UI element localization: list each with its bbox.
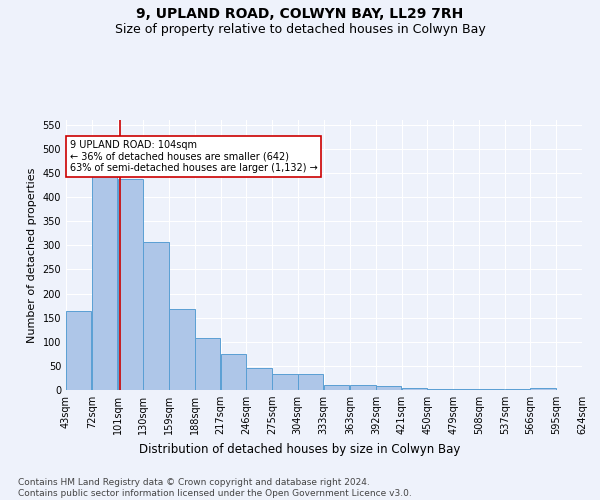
Text: Contains HM Land Registry data © Crown copyright and database right 2024.
Contai: Contains HM Land Registry data © Crown c… [18, 478, 412, 498]
Bar [118, 180, 143, 390]
Bar [66, 312, 91, 390]
Bar [505, 388, 530, 390]
Y-axis label: Number of detached properties: Number of detached properties [27, 168, 37, 342]
Bar [402, 388, 427, 390]
Bar [143, 242, 169, 390]
Text: 9, UPLAND ROAD, COLWYN BAY, LL29 7RH: 9, UPLAND ROAD, COLWYN BAY, LL29 7RH [136, 8, 464, 22]
Bar [376, 386, 401, 390]
Text: Size of property relative to detached houses in Colwyn Bay: Size of property relative to detached ho… [115, 22, 485, 36]
Bar [453, 388, 479, 390]
Bar [350, 385, 376, 390]
Bar [479, 388, 505, 390]
Bar [246, 368, 272, 390]
Text: Distribution of detached houses by size in Colwyn Bay: Distribution of detached houses by size … [139, 442, 461, 456]
Bar [323, 385, 349, 390]
Text: 9 UPLAND ROAD: 104sqm
← 36% of detached houses are smaller (642)
63% of semi-det: 9 UPLAND ROAD: 104sqm ← 36% of detached … [70, 140, 317, 173]
Bar [272, 374, 298, 390]
Bar [221, 354, 246, 390]
Bar [195, 338, 220, 390]
Bar [298, 374, 323, 390]
Bar [92, 173, 117, 390]
Bar [169, 310, 194, 390]
Bar [427, 388, 453, 390]
Bar [530, 388, 556, 390]
